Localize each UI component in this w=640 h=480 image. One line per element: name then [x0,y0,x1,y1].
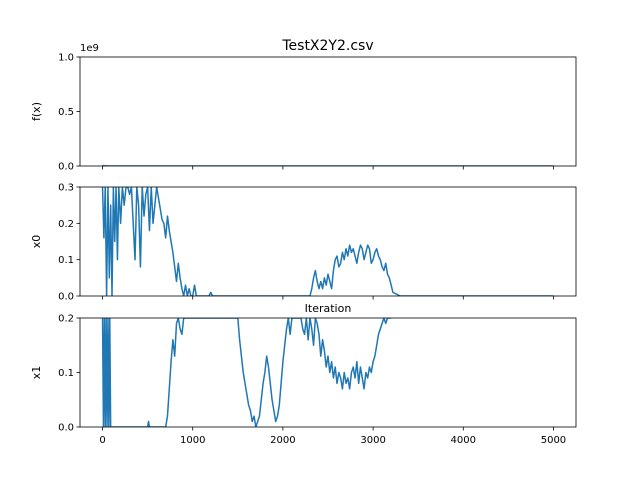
x-tick-label: 3000 [360,435,385,446]
panel-2: 0.0 0.1 0.2 0.3 x0 [30,183,577,303]
y-tick-label: 0.0 [58,162,74,173]
x-tick-label: 2000 [270,435,295,446]
panel-3: 0.0 0.1 0.2 0 1000 2000 3000 4000 5000 x1 [30,314,577,446]
panel-1: 0.0 0.5 1.0 f(x) 1e9 [30,43,577,173]
panels: 0.00.51.0f(x)1e90.00.10.20.3x00.00.10.20… [30,43,577,446]
x-tick-label: 4000 [451,435,476,446]
y-tick-label: 0.2 [58,314,74,325]
x-axis-label: Iteration [305,302,352,315]
y-tick-label: 0.1 [58,255,74,266]
y-axis-label: x0 [30,235,43,249]
y-tick-label: 1.0 [58,53,74,64]
x-tick-label: 1000 [180,435,205,446]
y-axis-label: f(x) [30,102,43,121]
y-offset-text: 1e9 [80,43,99,54]
x-tick-label: 0 [99,435,105,446]
y-tick-label: 0.0 [58,423,74,434]
series-line [101,318,392,427]
y-tick-label: 0.0 [58,292,74,303]
y-tick-label: 0.5 [58,107,74,118]
y-tick-label: 0.2 [58,219,74,230]
chart-title: TestX2Y2.csv [281,38,373,54]
panel-frame [79,186,577,297]
x-tick-label: 5000 [541,435,566,446]
y-tick-label: 0.3 [58,183,74,194]
series-line [101,187,554,296]
y-axis-label: x1 [30,366,43,380]
y-tick-label: 0.1 [58,368,74,379]
